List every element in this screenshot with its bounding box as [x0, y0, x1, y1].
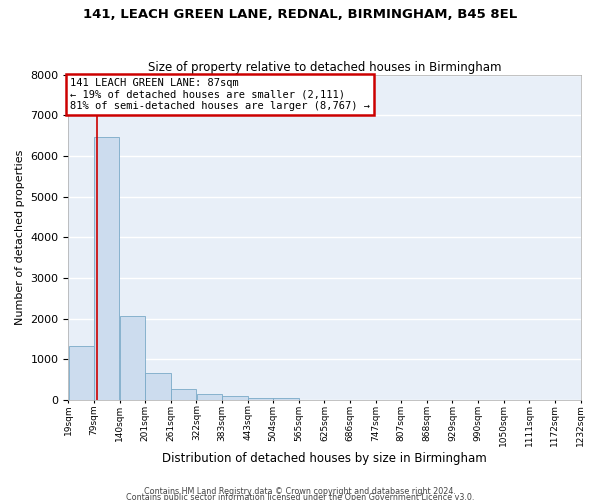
Text: 141 LEACH GREEN LANE: 87sqm
← 19% of detached houses are smaller (2,111)
81% of : 141 LEACH GREEN LANE: 87sqm ← 19% of det… — [70, 78, 370, 111]
Bar — [68, 346, 94, 400]
Y-axis label: Number of detached properties: Number of detached properties — [15, 150, 25, 325]
Bar — [120, 316, 145, 400]
Bar — [248, 398, 273, 400]
Text: Contains public sector information licensed under the Open Government Licence v3: Contains public sector information licen… — [126, 492, 474, 500]
Bar — [171, 389, 196, 400]
Bar — [222, 396, 248, 400]
Text: Contains HM Land Registry data © Crown copyright and database right 2024.: Contains HM Land Registry data © Crown c… — [144, 487, 456, 496]
Bar — [94, 136, 119, 400]
Bar — [197, 394, 222, 400]
Text: 141, LEACH GREEN LANE, REDNAL, BIRMINGHAM, B45 8EL: 141, LEACH GREEN LANE, REDNAL, BIRMINGHA… — [83, 8, 517, 20]
Bar — [274, 398, 299, 400]
Bar — [145, 373, 170, 400]
Title: Size of property relative to detached houses in Birmingham: Size of property relative to detached ho… — [148, 60, 501, 74]
X-axis label: Distribution of detached houses by size in Birmingham: Distribution of detached houses by size … — [162, 452, 487, 465]
